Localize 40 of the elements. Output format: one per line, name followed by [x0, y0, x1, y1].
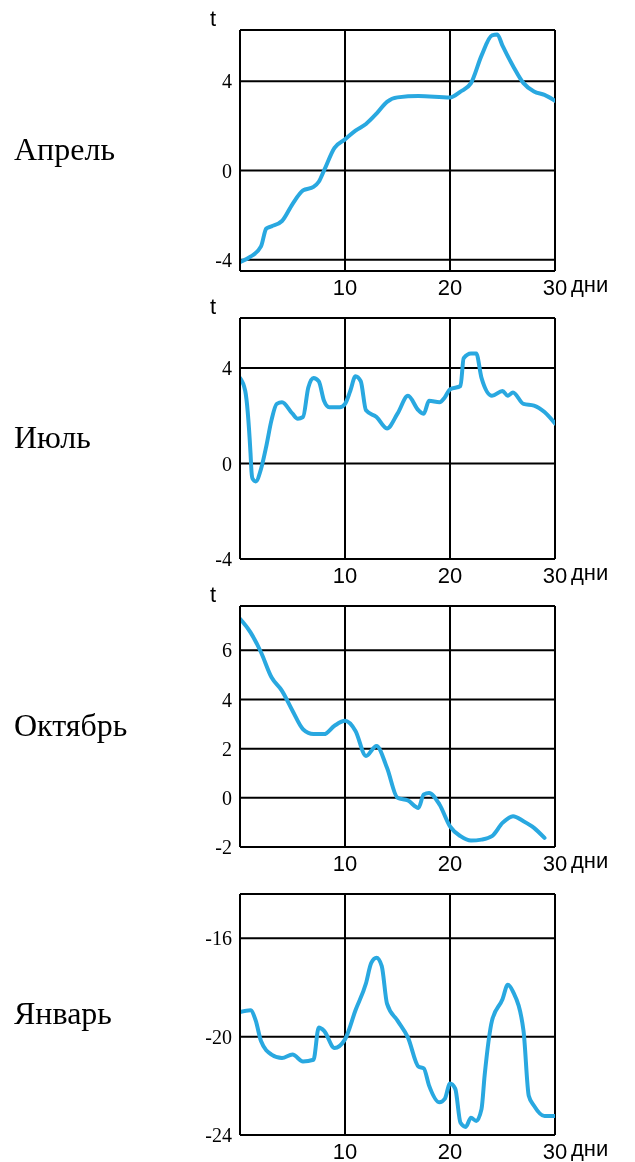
x-axis-title: дни [571, 272, 609, 298]
x-tick-label: 20 [437, 562, 463, 588]
y-axis-title: t [210, 294, 217, 320]
x-tick-label: 20 [437, 1138, 463, 1162]
y-tick-label: 4 [222, 357, 232, 380]
y-tick-label: 6 [222, 639, 232, 662]
y-axis-title: t [210, 6, 217, 32]
x-tick-label: 30 [542, 850, 568, 876]
y-tick-label: -20 [205, 1025, 232, 1048]
x-tick-label: 20 [437, 274, 463, 300]
x-tick-label: 20 [437, 850, 463, 876]
y-tick-label: 4 [222, 688, 232, 711]
y-tick-label: 0 [222, 452, 232, 475]
text: Октябрь [14, 706, 128, 744]
y-tick-label: -4 [215, 548, 232, 571]
x-tick-label: 10 [332, 1138, 358, 1162]
y-tick-label: 2 [222, 737, 232, 760]
x-tick-label: 10 [332, 850, 358, 876]
y-tick-label: 0 [222, 159, 232, 182]
y-tick-label: -2 [215, 836, 232, 859]
x-axis-title: дни [571, 848, 609, 874]
y-tick-label: 4 [222, 70, 232, 93]
text: Январь [14, 994, 112, 1032]
y-tick-label: 0 [222, 786, 232, 809]
y-axis-title: t [210, 582, 217, 608]
y-tick-label: -24 [205, 1124, 232, 1147]
line-series [240, 616, 547, 843]
y-tick-label: -4 [215, 248, 232, 271]
line-series [240, 351, 555, 484]
x-tick-label: 30 [542, 562, 568, 588]
line-series [240, 955, 555, 1129]
x-tick-label: 10 [332, 274, 358, 300]
text: Апрель [14, 130, 115, 168]
x-tick-label: 30 [542, 274, 568, 300]
x-axis-title: дни [571, 560, 609, 586]
x-axis-title: дни [571, 1136, 609, 1162]
text: Июль [14, 418, 91, 456]
x-tick-label: 10 [332, 562, 358, 588]
x-tick-label: 30 [542, 1138, 568, 1162]
y-tick-label: -16 [205, 927, 232, 950]
